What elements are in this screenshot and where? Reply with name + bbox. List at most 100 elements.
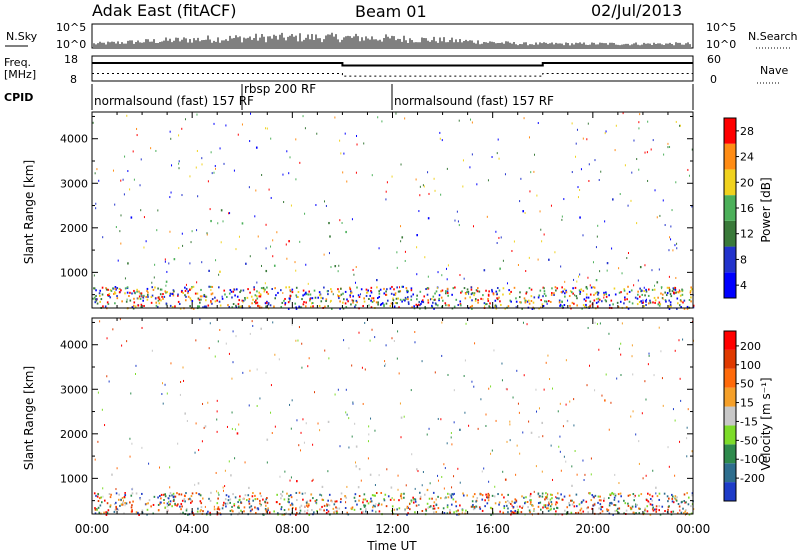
scatter-cell: [126, 286, 129, 289]
speckle-cell: [141, 326, 143, 329]
scatter-cell: [555, 289, 557, 292]
scatter-cell: [365, 291, 368, 294]
scatter-cell: [184, 500, 186, 503]
scatter-cell: [295, 294, 298, 297]
scatter-cell: [644, 294, 646, 297]
scatter-cell: [372, 504, 375, 507]
speckle-cell: [541, 240, 543, 243]
speckle-cell: [378, 247, 380, 250]
speckle-cell: [170, 191, 172, 194]
scatter-cell: [639, 287, 641, 290]
speckle-cell: [249, 332, 251, 335]
speckle-cell: [547, 493, 549, 496]
speckle-cell: [286, 257, 288, 260]
scatter-cell: [396, 302, 398, 305]
echo-cell: [355, 445, 358, 448]
speckle-cell: [168, 500, 170, 503]
scatter-cell: [562, 290, 564, 293]
speckle-cell: [481, 470, 483, 473]
scatter-cell: [252, 492, 254, 495]
speckle-cell: [672, 249, 674, 252]
y-tick-label: 3000: [60, 383, 88, 396]
scatter-cell: [146, 287, 149, 290]
scatter-cell: [95, 508, 98, 511]
echo-cell: [173, 258, 176, 261]
speckle-cell: [596, 235, 598, 238]
scatter-cell: [691, 494, 693, 497]
scatter-cell: [655, 505, 658, 508]
speckle-cell: [285, 243, 287, 246]
scatter-cell: [364, 504, 367, 507]
speckle-cell: [502, 259, 504, 262]
scatter-cell: [93, 296, 96, 299]
scatter-cell: [660, 292, 662, 295]
scatter-cell: [487, 294, 490, 297]
speckle-cell: [302, 418, 304, 421]
scatter-cell: [280, 506, 283, 509]
scatter-cell: [298, 491, 301, 494]
scatter-cell: [242, 299, 245, 302]
colorbar-swatch: [724, 246, 736, 273]
scatter-cell: [591, 494, 594, 497]
scatter-cell: [356, 301, 358, 304]
speckle-cell: [639, 113, 641, 116]
scatter-cell: [560, 290, 563, 293]
scatter-cell: [461, 509, 464, 512]
speckle-cell: [443, 487, 445, 490]
speckle-cell: [537, 258, 539, 261]
speckle-cell: [468, 424, 470, 427]
scatter-cell: [627, 502, 629, 505]
scatter-cell: [100, 496, 102, 499]
scatter-cell: [559, 304, 561, 307]
scatter-cell: [566, 511, 568, 514]
scatter-cell: [591, 507, 593, 510]
echo-cell: [400, 416, 403, 419]
speckle-cell: [319, 429, 321, 432]
speckle-cell: [636, 222, 638, 225]
scatter-cell: [392, 297, 394, 300]
speckle-cell: [536, 194, 538, 197]
speckle-cell: [691, 205, 693, 208]
scatter-cell: [96, 302, 99, 305]
speckle-cell: [474, 342, 476, 345]
speckle-cell: [386, 181, 388, 184]
speckle-cell: [462, 185, 464, 188]
scatter-cell: [558, 301, 561, 304]
scatter-cell: [532, 504, 534, 507]
scatter-cell: [433, 511, 435, 514]
speckle-cell: [202, 402, 204, 405]
speckle-cell: [180, 381, 182, 384]
scatter-cell: [330, 499, 333, 502]
speckle-cell: [559, 435, 561, 438]
speckle-cell: [119, 230, 121, 233]
frequency-frame: [91, 55, 694, 82]
scatter-cell: [629, 494, 631, 497]
speckle-cell: [577, 196, 579, 199]
scatter-cell: [392, 299, 395, 302]
scatter-cell: [546, 497, 549, 500]
scatter-cell: [525, 291, 528, 294]
scatter-cell: [518, 296, 521, 299]
scatter-cell: [405, 287, 408, 290]
scatter-cell: [303, 301, 305, 304]
scatter-cell: [383, 292, 386, 295]
speckle-cell: [112, 328, 114, 331]
speckle-cell: [219, 328, 221, 331]
echo-cell: [504, 478, 507, 481]
speckle-cell: [419, 194, 421, 197]
scatter-cell: [563, 292, 566, 295]
scatter-cell: [550, 293, 553, 296]
speckle-cell: [213, 505, 215, 508]
scatter-cell: [521, 506, 523, 509]
scatter-cell: [537, 502, 540, 505]
scatter-cell: [146, 298, 149, 301]
scatter-cell: [308, 290, 310, 293]
speckle-cell: [169, 486, 171, 489]
scatter-cell: [640, 300, 642, 303]
colorbar-swatch: [724, 387, 736, 407]
scatter-cell: [597, 291, 600, 294]
scatter-cell: [605, 291, 607, 294]
speckle-cell: [329, 300, 331, 303]
scatter-cell: [466, 494, 468, 497]
scatter-cell: [544, 300, 546, 303]
